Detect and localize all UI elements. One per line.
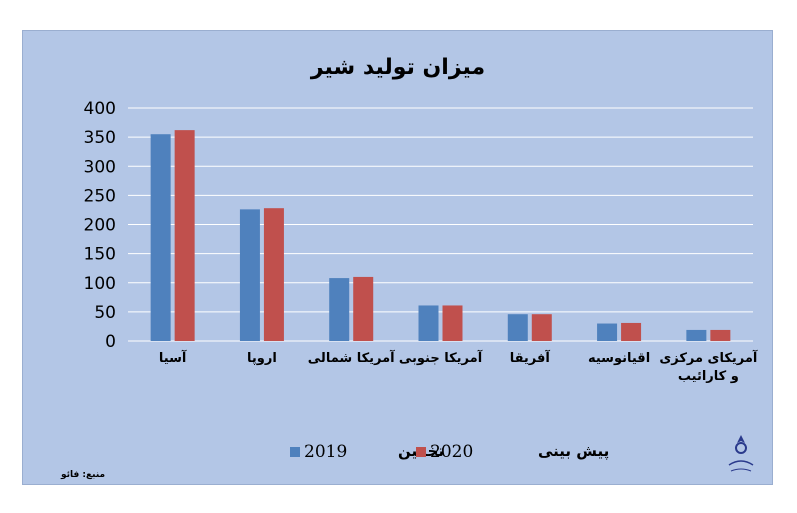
y-tick-label: 250 bbox=[84, 186, 116, 206]
category-label: آمریکای مرکزی bbox=[659, 349, 758, 366]
bar-series1-cat7 bbox=[686, 329, 707, 341]
legend-year-2020: 2020 bbox=[430, 442, 473, 462]
bar-series1-cat3 bbox=[329, 278, 350, 341]
legend-label-2020: پیش بینی bbox=[538, 442, 609, 461]
y-tick-label: 200 bbox=[84, 216, 116, 236]
bar-series1-cat1 bbox=[150, 134, 171, 341]
category-label: آفریقا bbox=[510, 349, 551, 366]
category-label: اروپا bbox=[247, 351, 277, 366]
gridlines bbox=[128, 107, 753, 342]
legend-swatch-2019 bbox=[290, 447, 300, 457]
y-tick-label: 350 bbox=[84, 128, 116, 148]
category-labels: آسیا اروپا آمریکا شمالی آمریکا جنوبی آفریقا ا… bbox=[159, 349, 758, 384]
y-tick-label: 0 bbox=[105, 332, 116, 352]
bar-series1-cat6 bbox=[597, 323, 618, 341]
bar-series2-cat5 bbox=[531, 314, 552, 341]
bar-series2-cat7 bbox=[710, 329, 731, 341]
bar-series1-cat4 bbox=[418, 305, 439, 341]
category-label: آمریکا شمالی bbox=[308, 349, 395, 366]
bar-series2-cat3 bbox=[353, 276, 374, 341]
bar-series2-cat6 bbox=[621, 322, 642, 341]
association-logo-icon bbox=[728, 435, 754, 472]
category-label: آسیا bbox=[159, 349, 187, 366]
bar-series1-cat2 bbox=[239, 209, 260, 341]
category-label: و کارائیب bbox=[678, 369, 739, 384]
category-label: آمریکا جنوبی bbox=[399, 349, 483, 366]
bar-series2-cat1 bbox=[174, 130, 195, 341]
y-tick-label: 400 bbox=[84, 99, 116, 119]
bar-series2-cat4 bbox=[442, 305, 463, 341]
y-axis-ticks: 0 50 100 150 200 250 300 350 400 bbox=[84, 99, 116, 352]
legend-year-2019: 2019 bbox=[304, 442, 347, 462]
bar-chart: میزان تولید شیر 0 50 100 150 200 250 300 350 400… bbox=[60, 55, 758, 480]
legend-swatch-2020 bbox=[416, 447, 426, 457]
chart-title: میزان تولید شیر bbox=[310, 55, 485, 80]
y-tick-label: 300 bbox=[84, 157, 116, 177]
y-tick-label: 50 bbox=[94, 303, 116, 323]
category-label: اقیانوسیه bbox=[588, 351, 650, 366]
bars bbox=[150, 130, 731, 341]
y-tick-label: 150 bbox=[84, 245, 116, 265]
bar-series1-cat5 bbox=[507, 314, 528, 341]
chart-area: میزان تولید شیر 0 50 100 150 200 250 300 350 400… bbox=[22, 30, 773, 485]
y-tick-label: 100 bbox=[84, 274, 116, 294]
bar-series2-cat2 bbox=[263, 208, 284, 341]
legend: 2019 تخمین 2020 پیش بینی bbox=[290, 442, 609, 462]
source-note: منبع: فائو bbox=[60, 470, 105, 480]
